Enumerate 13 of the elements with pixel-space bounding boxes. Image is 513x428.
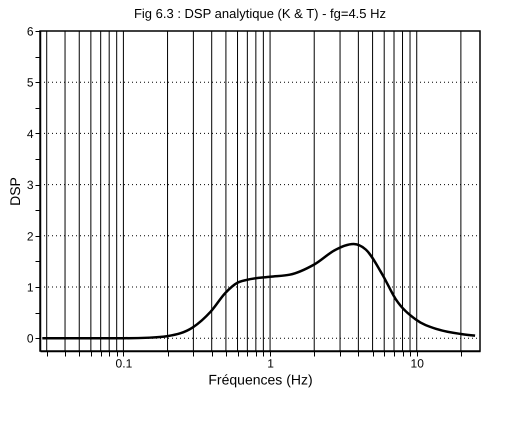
x-tick-label: 10 bbox=[410, 356, 424, 370]
y-axis-title: DSP bbox=[6, 177, 23, 206]
x-axis-title: Fréquences (Hz) bbox=[208, 372, 313, 388]
x-tick-label: 1 bbox=[267, 356, 274, 370]
y-tick-label: 5 bbox=[26, 76, 34, 90]
y-tick-label: 3 bbox=[26, 178, 34, 192]
y-tick-label: 6 bbox=[26, 24, 34, 38]
y-tick-label: 1 bbox=[26, 280, 34, 294]
chart-title: Fig 6.3 : DSP analytique (K & T) - fg=4.5 Hz bbox=[134, 6, 386, 21]
y-tick-label: 2 bbox=[26, 229, 34, 244]
y-tick-label: 0 bbox=[26, 332, 34, 346]
y-tick-label: 4 bbox=[26, 126, 34, 141]
x-tick-label: 0.1 bbox=[116, 356, 133, 370]
